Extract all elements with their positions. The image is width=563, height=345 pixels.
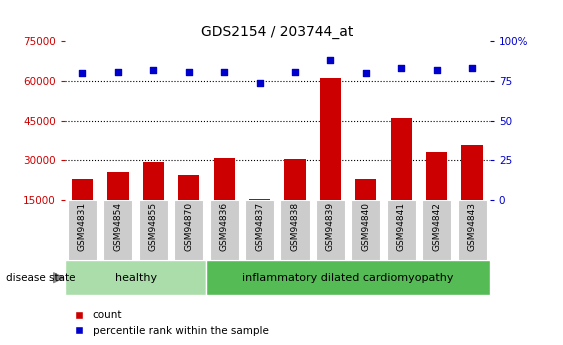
FancyBboxPatch shape (280, 200, 310, 260)
Bar (320, 78, 341, 240)
Text: GSM94831: GSM94831 (78, 202, 87, 251)
Point (291, 69, 300, 74)
Polygon shape (53, 273, 64, 283)
FancyBboxPatch shape (458, 200, 486, 260)
Text: GSM94855: GSM94855 (149, 202, 158, 251)
Text: GSM94843: GSM94843 (468, 202, 477, 251)
Bar (355, 179, 377, 240)
FancyBboxPatch shape (207, 260, 490, 295)
Text: GSM94870: GSM94870 (184, 202, 193, 251)
FancyBboxPatch shape (209, 200, 239, 260)
Text: GSM94836: GSM94836 (220, 202, 229, 251)
Point (184, 69, 193, 74)
Point (113, 69, 122, 74)
Bar (213, 158, 235, 240)
Text: GSM94839: GSM94839 (326, 202, 335, 251)
Text: healthy: healthy (114, 273, 157, 283)
Text: GSM94842: GSM94842 (432, 202, 441, 251)
Title: GDS2154 / 203744_at: GDS2154 / 203744_at (201, 25, 354, 39)
FancyBboxPatch shape (387, 200, 416, 260)
Point (326, 58, 335, 63)
FancyBboxPatch shape (138, 200, 168, 260)
Bar (426, 152, 447, 240)
Bar (142, 162, 164, 240)
Text: GSM94838: GSM94838 (291, 202, 300, 251)
Bar (284, 159, 306, 240)
Point (432, 67, 441, 73)
Point (149, 67, 158, 73)
Text: GSM94840: GSM94840 (361, 202, 370, 251)
Point (220, 69, 229, 74)
Legend: count, percentile rank within the sample: count, percentile rank within the sample (70, 306, 273, 340)
Bar (462, 145, 482, 240)
FancyBboxPatch shape (65, 260, 207, 295)
Text: GSM94854: GSM94854 (113, 202, 122, 251)
FancyBboxPatch shape (422, 200, 451, 260)
Bar (249, 199, 270, 240)
Text: inflammatory dilated cardiomyopathy: inflammatory dilated cardiomyopathy (243, 273, 454, 283)
Text: disease state: disease state (6, 273, 75, 283)
Point (397, 66, 406, 71)
Bar (178, 175, 199, 240)
Point (78, 70, 87, 76)
Bar (107, 172, 128, 240)
Text: GSM94841: GSM94841 (397, 202, 406, 251)
FancyBboxPatch shape (68, 200, 97, 260)
Text: GSM94837: GSM94837 (255, 202, 264, 251)
FancyBboxPatch shape (104, 200, 132, 260)
Bar (72, 179, 93, 240)
Bar (391, 118, 412, 240)
FancyBboxPatch shape (174, 200, 203, 260)
Point (468, 66, 477, 71)
Point (361, 70, 370, 76)
FancyBboxPatch shape (316, 200, 345, 260)
FancyBboxPatch shape (245, 200, 274, 260)
FancyBboxPatch shape (351, 200, 381, 260)
Point (255, 80, 264, 86)
